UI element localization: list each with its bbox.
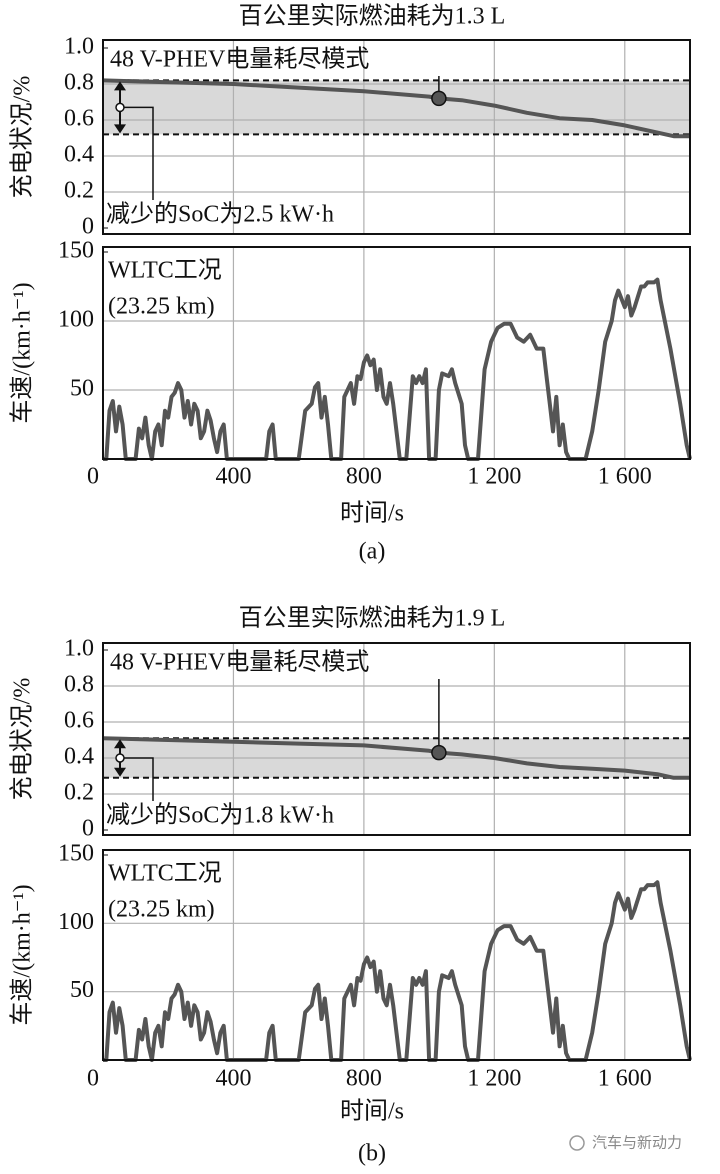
y-tick-label: 0.2 [64,178,94,204]
x-tick-label: 800 [346,1066,382,1092]
arrow-head [114,739,126,777]
y-tick-label: 0 [82,214,94,240]
watermark: 汽车与新动力 [569,1134,682,1152]
y-tick-label: 0.8 [64,672,94,698]
x-tick-label: 1 200 [467,464,521,490]
cycle-label: WLTC工况 [108,258,222,284]
y-tick-label: 1.0 [64,34,94,60]
y-axis-label: 充电状况/% [9,678,36,801]
cycle-label: WLTC工况 [108,861,222,887]
data-line [102,736,690,780]
y-tick-label: 150 [58,238,94,264]
watermark-icon [569,1135,585,1151]
y-tick-label: 50 [70,376,94,402]
x-tick-label: 1 200 [467,1066,521,1092]
chart-title: 百公里实际燃油耗为1.3 L [239,3,506,30]
marker-point [431,90,447,107]
x-axis-label: 时间/s [340,500,404,527]
y-tick-label: 150 [58,841,94,867]
y-tick-label: 0 [82,816,94,842]
watermark-text: 汽车与新动力 [592,1134,682,1152]
x-axis-label: 时间/s [340,1098,404,1125]
soc-band [103,80,690,135]
plot-frame [102,39,691,235]
cycle-label: (23.25 km) [108,897,215,923]
y-tick-label: 0.4 [64,744,94,770]
data-line [102,78,690,139]
midpoint [115,102,125,113]
caption: (b) [358,1141,386,1167]
y-tick-label: 0.6 [64,106,94,132]
soc-label: 减少的SoC为1.8 kW·h [106,802,334,829]
y-tick-label: 0.4 [64,142,94,168]
y-axis-label: 充电状况/% [9,76,36,199]
y-axis-label: 车速/(km·h⁻¹) [9,884,36,1025]
y-tick-label: 0.6 [64,708,94,734]
x-tick-label: 400 [215,1066,251,1092]
y-axis-label: 车速/(km·h⁻¹) [9,282,36,423]
y-tick-label: 0.8 [64,70,94,96]
x-tick-label: 0 [87,1066,99,1092]
mode-label: 48 V-PHEV电量耗尽模式 [110,649,369,676]
caption: (a) [359,539,386,565]
y-tick-label: 0.2 [64,780,94,806]
y-tick-label: 1.0 [64,636,94,662]
x-tick-label: 800 [346,464,382,490]
midpoint [115,753,125,763]
y-tick-label: 50 [70,977,94,1003]
plot-frame [102,642,691,836]
y-tick-label: 100 [58,307,94,333]
mode-label: 48 V-PHEV电量耗尽模式 [110,46,369,73]
plot-frame [102,246,691,460]
x-tick-label: 1 600 [598,464,652,490]
y-tick-label: 100 [58,909,94,935]
x-tick-label: 400 [215,464,251,490]
x-tick-label: 0 [87,464,99,490]
marker-point [431,744,447,761]
soc-label: 减少的SoC为2.5 kW·h [106,201,334,228]
chart-title: 百公里实际燃油耗为1.9 L [239,605,506,632]
x-tick-label: 1 600 [598,1066,652,1092]
cycle-label: (23.25 km) [108,294,215,320]
callout-line [120,106,154,200]
callout-line [120,757,154,801]
plot-frame [102,849,691,1061]
